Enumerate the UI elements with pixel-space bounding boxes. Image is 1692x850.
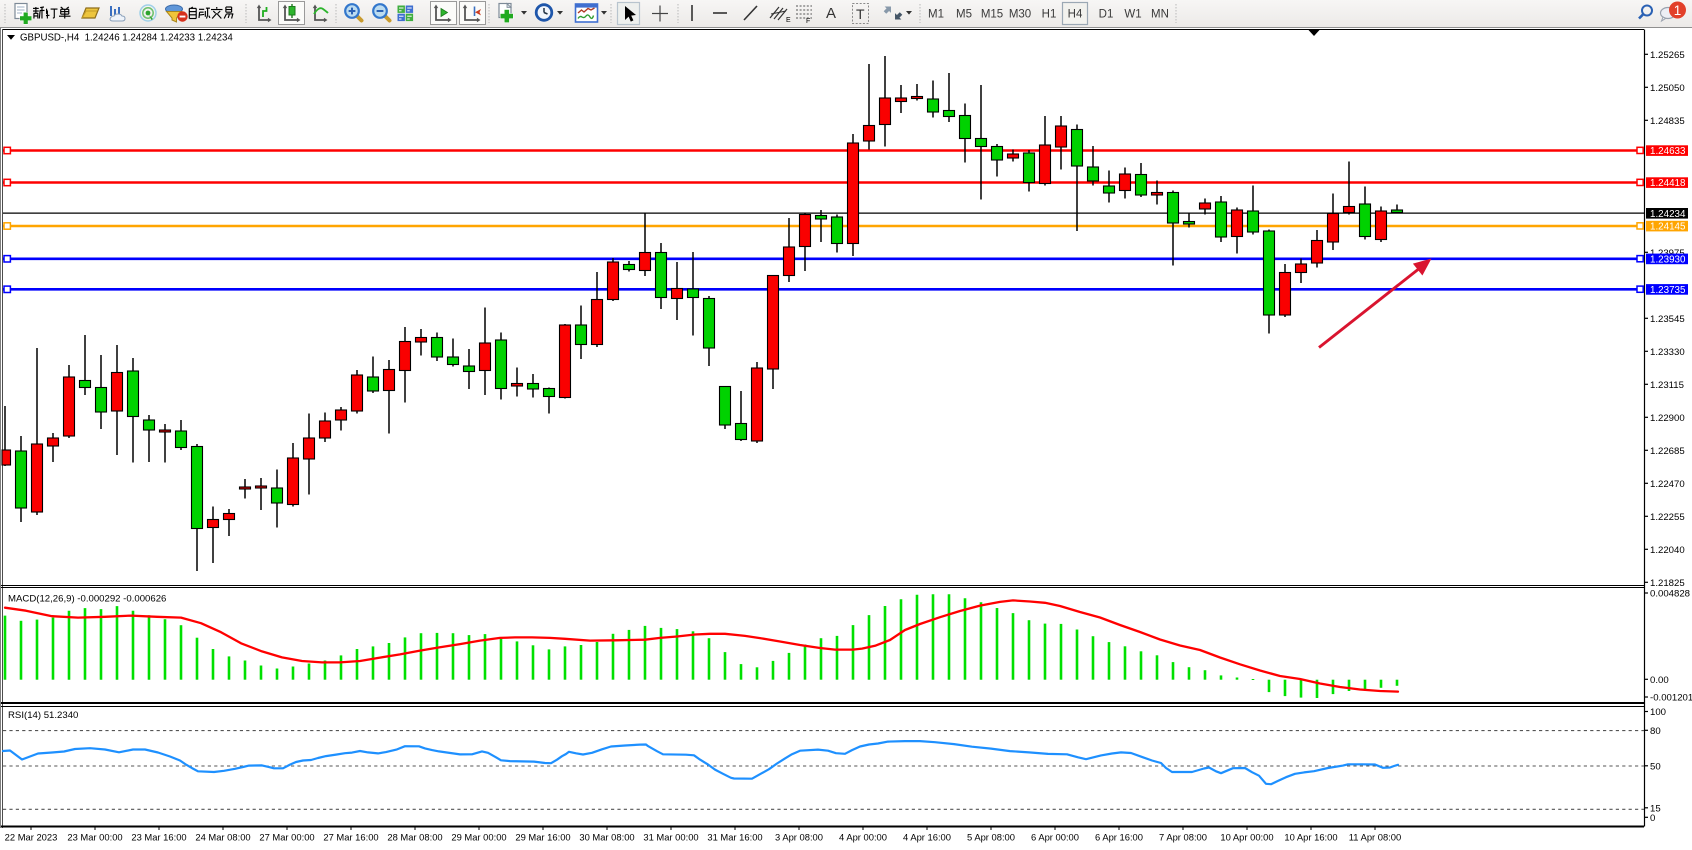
- svg-text:10 Apr 16:00: 10 Apr 16:00: [1284, 832, 1337, 843]
- svg-text:3 Apr 08:00: 3 Apr 08:00: [775, 832, 823, 843]
- svg-text:RSI(14) 51.2340: RSI(14) 51.2340: [8, 710, 78, 721]
- svg-text:M30: M30: [1009, 9, 1031, 21]
- svg-text:1.23115: 1.23115: [1650, 380, 1684, 391]
- svg-text:10 Apr 00:00: 10 Apr 00:00: [1220, 832, 1273, 843]
- svg-text:1.23735: 1.23735: [1650, 285, 1686, 296]
- svg-text:-0.001201: -0.001201: [1650, 693, 1692, 704]
- svg-text:29 Mar 00:00: 29 Mar 00:00: [451, 832, 506, 843]
- svg-text:1.21825: 1.21825: [1650, 578, 1685, 589]
- svg-text:M15: M15: [981, 9, 1003, 21]
- svg-text:A: A: [826, 5, 836, 22]
- svg-text:0.004828: 0.004828: [1650, 589, 1690, 600]
- svg-text:1.24145: 1.24145: [1650, 222, 1686, 233]
- svg-text:D1: D1: [1099, 9, 1114, 21]
- svg-text:0.00: 0.00: [1650, 675, 1669, 686]
- svg-text:1.23975: 1.23975: [1650, 248, 1685, 259]
- svg-text:100: 100: [1650, 707, 1666, 718]
- svg-text:29 Mar 16:00: 29 Mar 16:00: [515, 832, 570, 843]
- svg-text:1.25265: 1.25265: [1650, 50, 1685, 61]
- svg-text:M5: M5: [956, 9, 972, 21]
- svg-text:H4: H4: [1068, 9, 1083, 21]
- svg-text:1.23545: 1.23545: [1650, 314, 1685, 325]
- svg-text:22 Mar 2023: 22 Mar 2023: [5, 832, 58, 843]
- svg-text:E: E: [786, 17, 791, 24]
- svg-text:1.24418: 1.24418: [1650, 178, 1686, 189]
- svg-text:5 Apr 08:00: 5 Apr 08:00: [967, 832, 1015, 843]
- svg-text:1.23330: 1.23330: [1650, 347, 1685, 358]
- svg-text:MN: MN: [1151, 9, 1169, 21]
- svg-text:28 Mar 08:00: 28 Mar 08:00: [387, 832, 442, 843]
- svg-text:27 Mar 16:00: 27 Mar 16:00: [323, 832, 378, 843]
- svg-text:23 Mar 16:00: 23 Mar 16:00: [131, 832, 186, 843]
- svg-text:31 Mar 16:00: 31 Mar 16:00: [707, 832, 762, 843]
- svg-text:1.25050: 1.25050: [1650, 83, 1685, 94]
- svg-text:50: 50: [1650, 761, 1661, 772]
- svg-text:MACD(12,26,9) -0.000292 -0.000: MACD(12,26,9) -0.000292 -0.000626: [8, 594, 166, 605]
- svg-text:1.24835: 1.24835: [1650, 116, 1685, 127]
- svg-text:31 Mar 00:00: 31 Mar 00:00: [643, 832, 698, 843]
- svg-text:0: 0: [1650, 813, 1655, 824]
- svg-text:1.24234: 1.24234: [1650, 209, 1686, 220]
- svg-text:15: 15: [1650, 803, 1661, 814]
- svg-text:1.22900: 1.22900: [1650, 413, 1685, 424]
- svg-text:7 Apr 08:00: 7 Apr 08:00: [1159, 832, 1207, 843]
- svg-text:1: 1: [1674, 3, 1682, 18]
- svg-text:1.22685: 1.22685: [1650, 446, 1685, 457]
- svg-text:W1: W1: [1124, 9, 1141, 21]
- svg-text:T: T: [856, 6, 865, 22]
- svg-text:11 Apr 08:00: 11 Apr 08:00: [1349, 832, 1401, 843]
- svg-text:1.22470: 1.22470: [1650, 479, 1685, 490]
- svg-text:1.24633: 1.24633: [1650, 146, 1686, 157]
- svg-text:4 Apr 00:00: 4 Apr 00:00: [839, 832, 887, 843]
- svg-text:80: 80: [1650, 726, 1661, 737]
- svg-text:H1: H1: [1042, 9, 1057, 21]
- svg-text:27 Mar 00:00: 27 Mar 00:00: [259, 832, 314, 843]
- svg-text:1.23930: 1.23930: [1650, 254, 1686, 265]
- svg-text:1.22040: 1.22040: [1650, 545, 1685, 556]
- svg-text:24 Mar 08:00: 24 Mar 08:00: [195, 832, 250, 843]
- svg-text:GBPUSD-,H4 1.24246 1.24284 1.: GBPUSD-,H4 1.24246 1.24284 1.24233 1.242…: [20, 33, 233, 44]
- svg-text:30 Mar 08:00: 30 Mar 08:00: [579, 832, 634, 843]
- svg-text:6 Apr 16:00: 6 Apr 16:00: [1095, 832, 1143, 843]
- svg-text:23 Mar 00:00: 23 Mar 00:00: [67, 832, 122, 843]
- svg-text:6 Apr 00:00: 6 Apr 00:00: [1031, 832, 1079, 843]
- svg-text:1.22255: 1.22255: [1650, 512, 1685, 523]
- svg-text:4 Apr 16:00: 4 Apr 16:00: [903, 832, 951, 843]
- svg-text:F: F: [806, 18, 810, 25]
- svg-text:M1: M1: [928, 9, 944, 21]
